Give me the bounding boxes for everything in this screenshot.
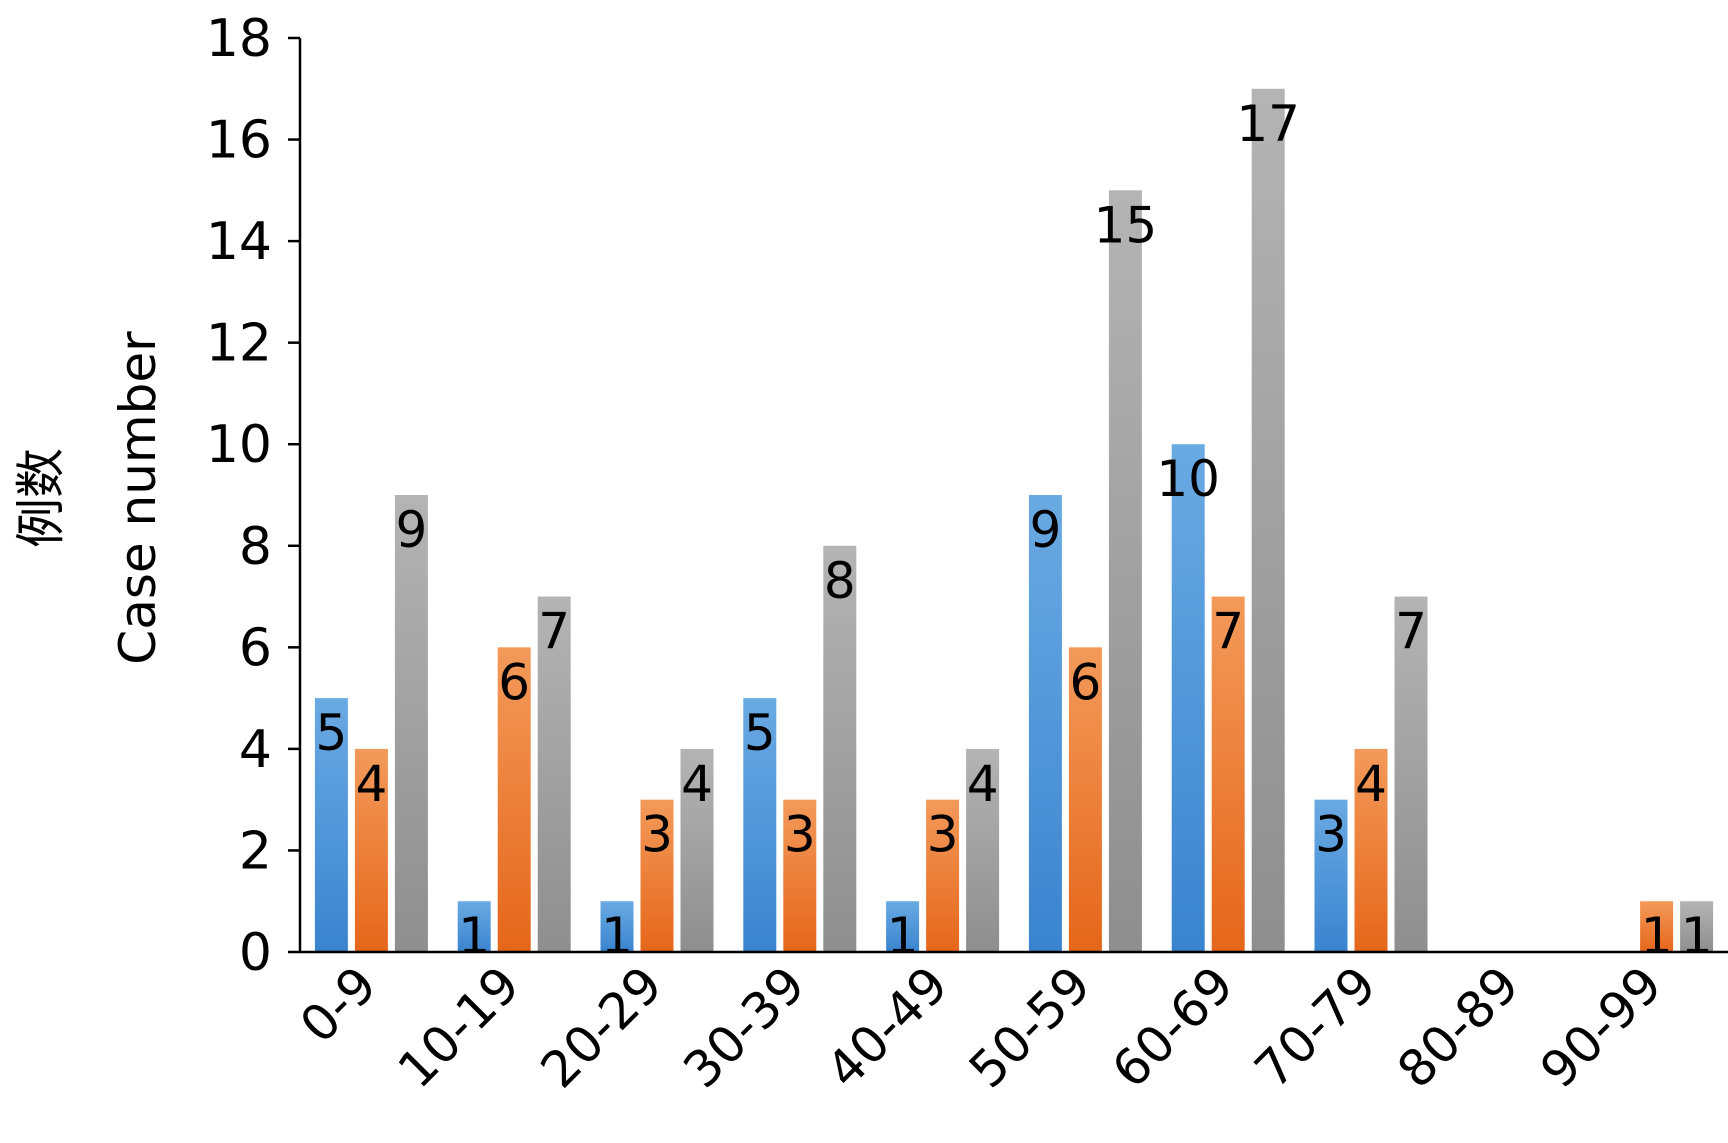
bar bbox=[314, 698, 348, 952]
bar bbox=[1251, 88, 1285, 953]
y-tick-label: 6 bbox=[239, 618, 272, 678]
data-label: 17 bbox=[1236, 95, 1300, 153]
data-label: 1 bbox=[887, 907, 919, 965]
data-label: 5 bbox=[744, 704, 776, 762]
x-category-label: 60-69 bbox=[1101, 955, 1245, 1099]
x-category-label: 40-49 bbox=[815, 955, 959, 1099]
bar bbox=[1108, 190, 1142, 953]
x-category-label: 10-19 bbox=[387, 955, 531, 1099]
bar bbox=[1068, 647, 1102, 952]
bar bbox=[966, 748, 1000, 952]
data-label: 7 bbox=[538, 603, 570, 661]
data-label: 15 bbox=[1094, 196, 1158, 254]
bar bbox=[886, 901, 920, 952]
y-axis-title-cn: 例数 bbox=[12, 448, 70, 548]
bar bbox=[537, 596, 571, 952]
data-label: 9 bbox=[1029, 501, 1061, 559]
data-label: 7 bbox=[1395, 603, 1427, 661]
data-label: 4 bbox=[967, 755, 999, 813]
bar bbox=[1171, 444, 1205, 952]
data-label: 4 bbox=[355, 755, 387, 813]
y-tick-label: 8 bbox=[239, 517, 272, 577]
data-label: 10 bbox=[1156, 450, 1220, 508]
data-label: 6 bbox=[498, 653, 530, 711]
y-tick-label: 14 bbox=[206, 212, 272, 272]
y-tick-label: 10 bbox=[206, 415, 272, 475]
x-category-label: 80-89 bbox=[1387, 955, 1531, 1099]
bar bbox=[457, 901, 491, 952]
data-label: 3 bbox=[927, 806, 959, 864]
data-label: 9 bbox=[395, 501, 427, 559]
data-label: 6 bbox=[1069, 653, 1101, 711]
bar bbox=[394, 495, 428, 952]
data-label: 1 bbox=[601, 907, 633, 965]
x-axis-categories: 0-9 10-19 20-29 30-39 40-49 50-59 60-69 70-79 80… bbox=[289, 955, 1673, 1099]
bar bbox=[1680, 901, 1714, 952]
bar bbox=[600, 901, 634, 952]
data-label: 3 bbox=[1315, 806, 1347, 864]
bar bbox=[1028, 495, 1062, 952]
x-category-label: 20-29 bbox=[530, 955, 674, 1099]
bar bbox=[1354, 748, 1388, 952]
bars bbox=[314, 88, 1714, 953]
bar bbox=[926, 799, 960, 952]
data-label: 4 bbox=[1355, 755, 1387, 813]
bar bbox=[1211, 596, 1245, 952]
bar bbox=[640, 799, 674, 952]
y-axis-title: Case number bbox=[109, 331, 167, 665]
bar bbox=[743, 698, 777, 952]
y-tick-label: 0 bbox=[239, 923, 272, 983]
x-category-label: 30-39 bbox=[673, 955, 817, 1099]
bar bbox=[783, 799, 817, 952]
data-label: 4 bbox=[681, 755, 713, 813]
data-label: 8 bbox=[824, 552, 856, 610]
y-tick-label: 18 bbox=[206, 9, 272, 69]
data-label: 7 bbox=[1212, 603, 1244, 661]
bar bbox=[354, 748, 388, 952]
bar bbox=[1640, 901, 1674, 952]
data-label: 3 bbox=[641, 806, 673, 864]
data-label: 3 bbox=[784, 806, 816, 864]
bar bbox=[497, 647, 531, 952]
data-label: 5 bbox=[315, 704, 347, 762]
x-category-label: 50-59 bbox=[958, 955, 1102, 1099]
y-axis-ticks: 0 2 4 6 8 10 12 14 16 18 bbox=[206, 9, 300, 983]
bar bbox=[823, 545, 857, 952]
y-tick-label: 2 bbox=[239, 821, 272, 881]
data-label: 1 bbox=[458, 907, 490, 965]
data-label: 1 bbox=[1641, 907, 1673, 965]
bar bbox=[680, 748, 714, 952]
y-tick-label: 16 bbox=[206, 111, 272, 171]
bar bbox=[1314, 799, 1348, 952]
y-tick-label: 4 bbox=[239, 720, 272, 780]
x-category-label: 90-99 bbox=[1529, 955, 1673, 1099]
data-label: 1 bbox=[1681, 907, 1713, 965]
y-tick-label: 12 bbox=[206, 314, 272, 374]
x-category-label: 0-9 bbox=[289, 955, 388, 1054]
bar bbox=[1394, 596, 1428, 952]
x-category-label: 70-79 bbox=[1244, 955, 1388, 1099]
